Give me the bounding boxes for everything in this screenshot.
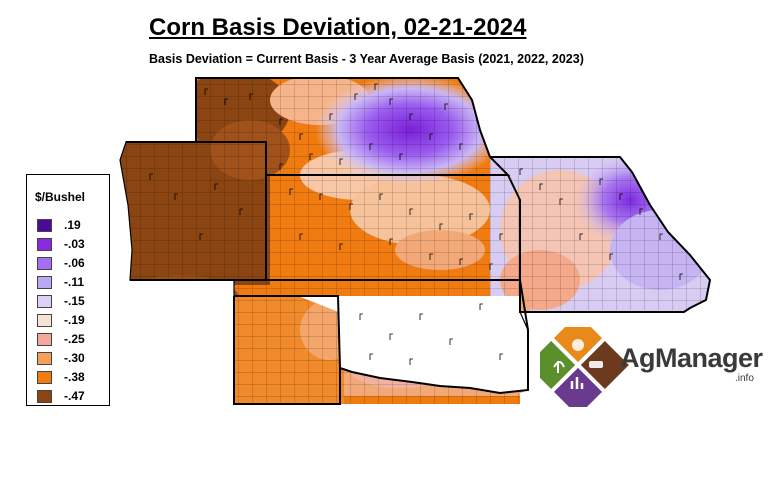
legend-item: -.19 xyxy=(37,313,107,328)
sun-icon xyxy=(572,339,584,351)
legend-label: -.30 xyxy=(64,351,85,365)
legend-swatch xyxy=(37,333,52,346)
outer-outline xyxy=(119,77,711,405)
legend-item: -.03 xyxy=(37,237,107,252)
logo-sun-tile xyxy=(553,327,603,363)
legend-swatch xyxy=(37,314,52,327)
map-title: Corn Basis Deviation, 02-21-2024 xyxy=(149,14,527,41)
legend-label: -.19 xyxy=(64,313,85,327)
logo-suffix: .info xyxy=(735,373,754,384)
logo-cow-tile xyxy=(580,340,629,390)
legend-label: -.06 xyxy=(64,256,85,270)
legend-label: -.03 xyxy=(64,237,85,251)
legend-swatch xyxy=(37,238,52,251)
legend-swatch xyxy=(37,371,52,384)
legend-item: -.25 xyxy=(37,332,107,347)
legend-swatch xyxy=(37,257,52,270)
legend-item: -.47 xyxy=(37,389,107,404)
legend-item: .19 xyxy=(37,218,107,233)
legend-title: $/Bushel xyxy=(35,190,86,204)
legend-item: -.11 xyxy=(37,275,107,290)
logo-wordmark: AgManager xyxy=(620,343,763,373)
legend-swatch xyxy=(37,276,52,289)
legend-swatch xyxy=(37,219,52,232)
legend-item: -.30 xyxy=(37,351,107,366)
bar-chart-icon xyxy=(570,377,584,389)
legend-label: -.25 xyxy=(64,332,85,346)
legend-label: .19 xyxy=(64,218,81,232)
wheat-icon xyxy=(553,361,565,373)
legend-swatch xyxy=(37,390,52,403)
logo-chart-tile xyxy=(553,367,603,407)
legend-item: -.15 xyxy=(37,294,107,309)
legend: $/Bushel .19 -.03 -.06 -.11 -.15 -.19 -.… xyxy=(26,174,110,406)
agmanager-logo xyxy=(540,327,629,407)
map-subtitle: Basis Deviation = Current Basis - 3 Year… xyxy=(149,52,584,66)
legend-item: -.38 xyxy=(37,370,107,385)
legend-swatch xyxy=(37,352,52,365)
legend-label: -.15 xyxy=(64,294,85,308)
cow-icon xyxy=(589,361,603,368)
legend-label: -.47 xyxy=(64,389,85,403)
legend-label: -.11 xyxy=(64,275,85,289)
legend-item: -.06 xyxy=(37,256,107,271)
logo-wheat-tile xyxy=(540,340,576,390)
elevator-markers xyxy=(149,83,683,365)
legend-label: -.38 xyxy=(64,370,85,384)
legend-swatch xyxy=(37,295,52,308)
